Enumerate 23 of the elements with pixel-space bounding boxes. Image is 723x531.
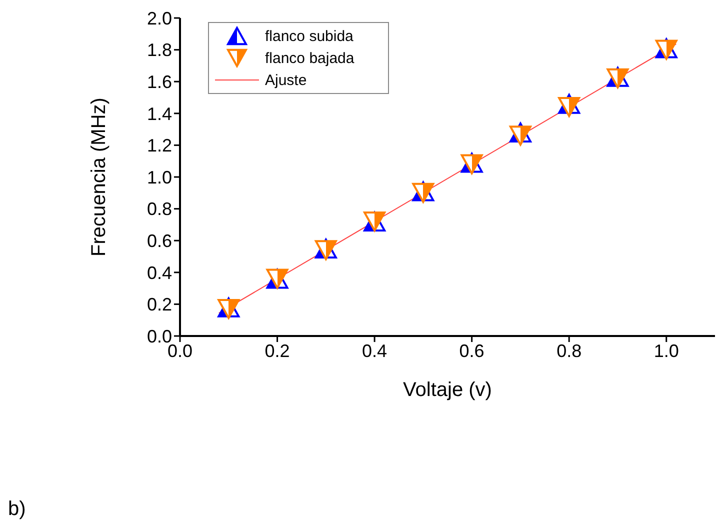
legend-label: flanco bajada xyxy=(265,50,354,66)
x-axis-title: Voltaje (v) xyxy=(403,379,492,401)
y-tick-label: 0.4 xyxy=(146,262,172,283)
y-tick-label: 0.8 xyxy=(146,199,172,220)
x-tick-label: 0.8 xyxy=(556,340,582,361)
x-tick-label: 0.2 xyxy=(264,340,290,361)
y-tick-label: 0.2 xyxy=(146,294,172,315)
y-tick-label: 0.6 xyxy=(146,230,172,251)
point xyxy=(558,97,580,118)
y-tick-label: 2.0 xyxy=(146,8,172,28)
x-tick-label: 0.4 xyxy=(362,340,388,361)
y-tick-label: 1.0 xyxy=(146,167,172,188)
x-tick-label: 0.6 xyxy=(459,340,484,361)
y-tick-label: 1.8 xyxy=(146,40,172,60)
legend-label: flanco subida xyxy=(265,28,354,44)
y-tick-label: 1.6 xyxy=(146,72,172,92)
y-tick-label: 1.4 xyxy=(146,104,172,124)
legend-label: Ajuste xyxy=(265,72,307,88)
x-tick-label: 1.0 xyxy=(654,340,679,361)
y-axis-title: Frecuencia (MHz) xyxy=(88,98,110,256)
point xyxy=(509,126,532,146)
y-tick-label: 1.2 xyxy=(146,136,172,156)
text: b) xyxy=(8,498,26,521)
